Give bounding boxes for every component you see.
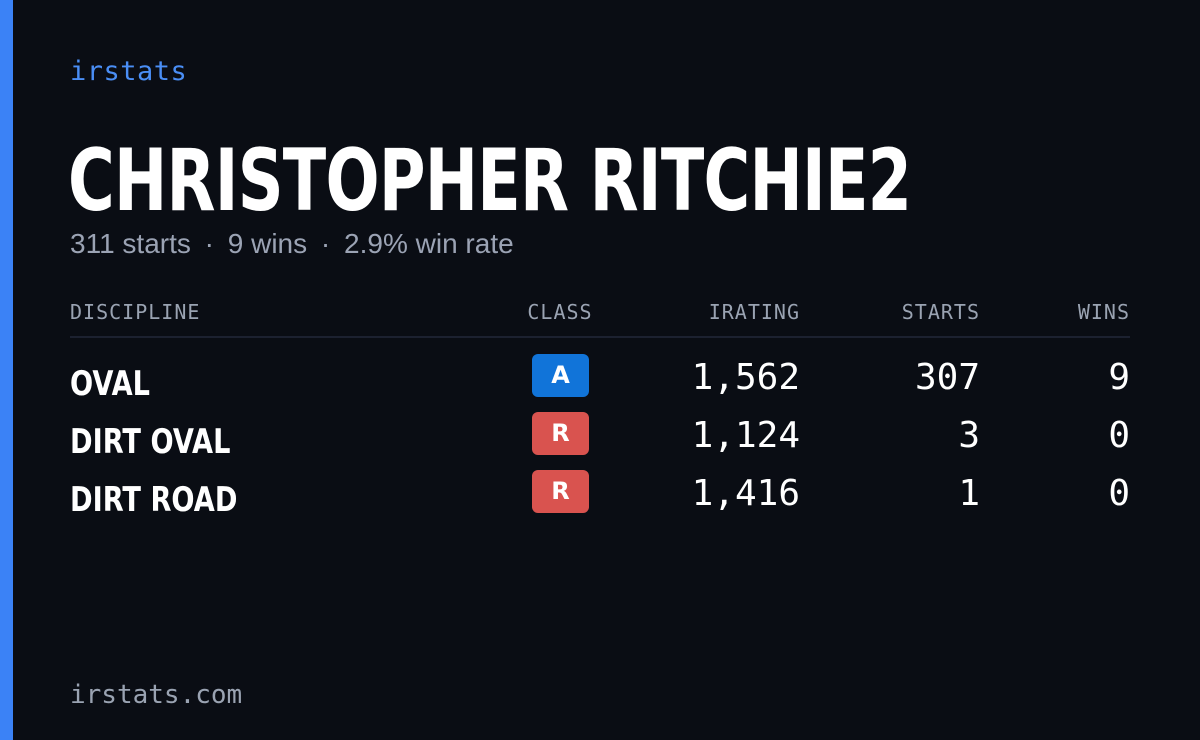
starts-summary: 311 starts xyxy=(70,228,191,259)
table-header: DISCIPLINE CLASS IRATING STARTS WINS xyxy=(70,300,1130,338)
class-badge: R xyxy=(532,470,589,513)
accent-bar xyxy=(0,0,13,740)
stats-table: DISCIPLINE CLASS IRATING STARTS WINS OVA… xyxy=(70,300,1130,520)
discipline-name: DIRT OVAL xyxy=(70,422,231,462)
class-badge: R xyxy=(532,412,589,455)
header-irating: IRATING xyxy=(708,300,800,324)
driver-summary: 311 starts · 9 wins · 2.9% win rate xyxy=(70,228,514,260)
footer-url[interactable]: irstats.com xyxy=(70,680,243,710)
irating-value: 1,562 xyxy=(691,357,800,398)
win-rate-summary: 2.9% win rate xyxy=(344,228,514,259)
starts-value: 3 xyxy=(958,415,980,456)
wins-value: 0 xyxy=(1108,415,1130,456)
header-discipline: DISCIPLINE xyxy=(70,300,201,324)
wins-summary: 9 wins xyxy=(227,228,308,259)
brand-logo[interactable]: irstats xyxy=(70,56,188,87)
table-row: DIRT ROAD R 1,416 1 0 xyxy=(70,454,1130,520)
discipline-name: DIRT ROAD xyxy=(70,480,238,520)
discipline-name: OVAL xyxy=(70,364,150,404)
separator: · xyxy=(320,228,331,259)
table-row: DIRT OVAL R 1,124 3 0 xyxy=(70,396,1130,462)
starts-value: 307 xyxy=(914,357,980,398)
driver-name: CHRISTOPHER RITCHIE2 xyxy=(68,131,912,231)
table-row: OVAL A 1,562 307 9 xyxy=(70,338,1130,404)
header-wins: WINS xyxy=(1077,300,1130,324)
header-class: CLASS xyxy=(527,300,593,324)
separator: · xyxy=(204,228,214,259)
wins-value: 9 xyxy=(1108,357,1130,398)
class-badge: A xyxy=(532,354,589,397)
header-starts: STARTS xyxy=(901,300,980,324)
wins-value: 0 xyxy=(1108,473,1130,514)
starts-value: 1 xyxy=(958,473,980,514)
irating-value: 1,124 xyxy=(691,415,800,456)
irating-value: 1,416 xyxy=(691,473,800,514)
